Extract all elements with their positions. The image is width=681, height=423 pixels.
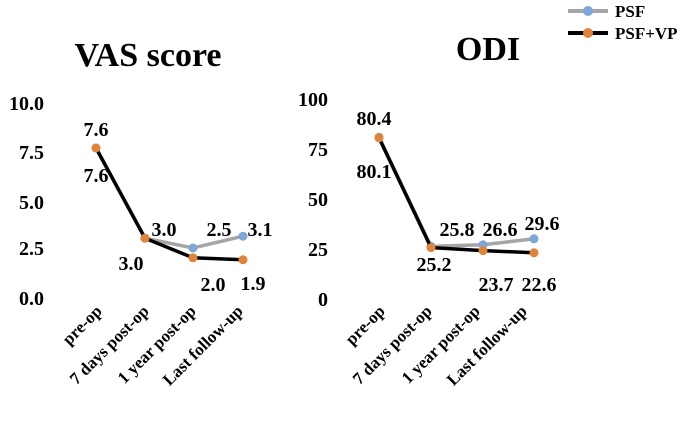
vas-psf-data-label: 2.5 <box>207 219 232 241</box>
odi-psf-vp-point <box>478 246 488 256</box>
vas-psf-vp-point <box>91 143 101 153</box>
vas-psf-point <box>238 231 248 241</box>
odi-y-tick-label: 25 <box>308 239 328 261</box>
legend-psf-marker <box>583 6 593 16</box>
odi-psf-vp-data-label: 25.2 <box>417 254 452 276</box>
vas-psf-data-label: 7.6 <box>84 119 109 141</box>
legend-psf-vp-label: PSF+VP <box>615 24 678 43</box>
legend-psf-vp-marker <box>583 28 593 38</box>
vas-chart-title: VAS score <box>74 37 221 74</box>
odi-psf-vp-data-label: 23.7 <box>479 274 514 296</box>
vas-y-tick-labels: 0.0 2.5 5.0 7.5 10.0 <box>9 93 44 310</box>
vas-psf-vp-data-label: 2.0 <box>201 274 226 296</box>
vas-psf-vp-point <box>188 253 198 263</box>
odi-psf-vp-point <box>529 248 539 258</box>
legend-item-psf: PSF <box>568 2 645 21</box>
vas-psf-vp-point <box>140 233 150 243</box>
odi-psf-vp-data-label: 22.6 <box>522 274 557 296</box>
vas-series-psf-vp <box>91 143 248 265</box>
odi-y-tick-label: 50 <box>308 189 328 211</box>
odi-psf-data-label: 29.6 <box>525 213 560 235</box>
odi-psf-vp-point <box>374 133 384 143</box>
legend-item-psf-vp: PSF+VP <box>568 24 678 43</box>
odi-data-labels: 80.4 25.8 26.6 29.6 80.1 25.2 23.7 22.6 <box>357 108 560 296</box>
vas-psf-vp-data-label: 1.9 <box>241 273 266 295</box>
odi-y-tick-label: 75 <box>308 139 328 161</box>
odi-psf-vp-point <box>426 243 436 253</box>
vas-x-tick-labels: pre-op 7 days post-op 1 year post-op Las… <box>59 301 247 389</box>
odi-y-tick-labels: 0 25 50 75 100 <box>298 89 328 311</box>
odi-series-psf-vp <box>374 133 539 258</box>
odi-y-tick-label: 0 <box>318 289 328 311</box>
vas-data-labels: 7.6 3.0 2.5 3.1 7.6 3.0 2.0 1.9 <box>84 119 273 296</box>
odi-x-tick-labels: pre-op 7 days post-op 1 year post-op Las… <box>342 301 531 389</box>
vas-psf-vp-line <box>94 147 244 262</box>
vas-chart: VAS score 0.0 2.5 5.0 7.5 10.0 pre-op 7 … <box>9 37 273 389</box>
legend: PSF PSF+VP <box>568 2 678 43</box>
odi-psf-point <box>529 234 539 244</box>
odi-y-tick-label: 100 <box>298 89 328 111</box>
vas-psf-vp-data-label: 7.6 <box>84 165 109 187</box>
vas-y-tick-label: 5.0 <box>19 192 44 214</box>
odi-psf-data-label: 26.6 <box>483 219 518 241</box>
vas-y-tick-label: 0.0 <box>19 288 44 310</box>
odi-psf-vp-data-label: 80.1 <box>357 161 392 183</box>
vas-psf-point <box>188 243 198 253</box>
vas-y-tick-label: 7.5 <box>19 142 44 164</box>
vas-y-tick-label: 2.5 <box>19 238 44 260</box>
vas-psf-data-label: 3.1 <box>248 219 273 241</box>
odi-chart-title: ODI <box>456 31 520 68</box>
odi-psf-data-label: 80.4 <box>357 108 392 130</box>
legend-psf-label: PSF <box>615 2 645 21</box>
vas-psf-data-label: 3.0 <box>152 219 177 241</box>
odi-chart: ODI 0 25 50 75 100 pre-op 7 days post-op… <box>298 31 560 389</box>
vas-psf-vp-point <box>238 255 248 265</box>
odi-psf-data-label: 25.8 <box>440 219 475 241</box>
odi-psf-vp-line <box>377 137 535 255</box>
vas-y-tick-label: 10.0 <box>9 93 44 115</box>
vas-psf-vp-data-label: 3.0 <box>119 253 144 275</box>
